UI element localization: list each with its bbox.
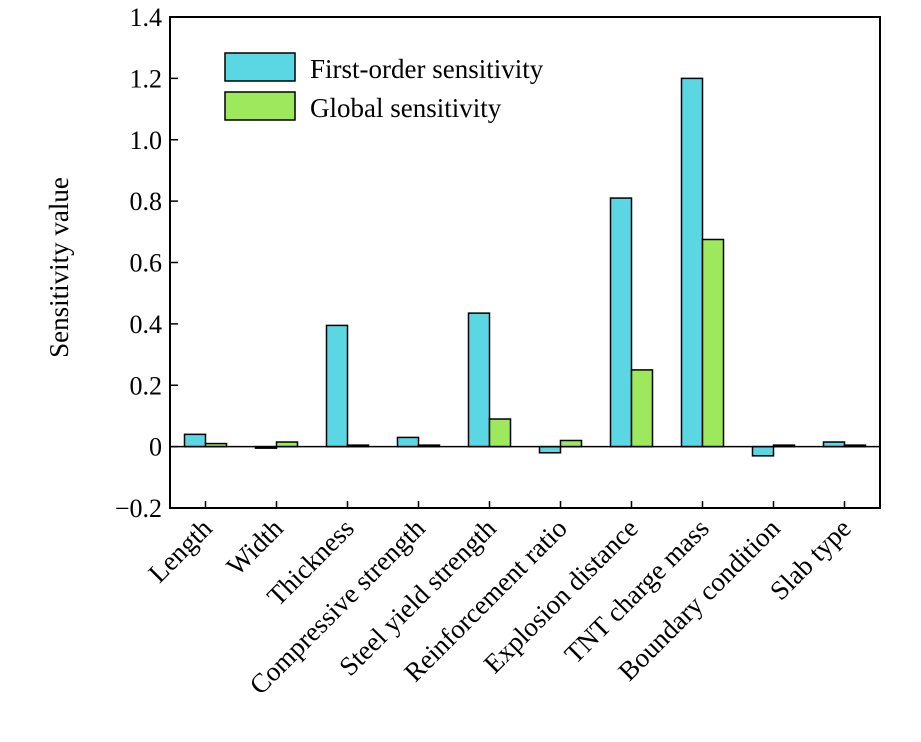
bar-first-order-steel-yield-strength bbox=[467, 312, 491, 448]
legend-swatch-first-order bbox=[224, 52, 296, 82]
y-tick-label: 1.2 bbox=[130, 64, 163, 93]
bar-first-order-length bbox=[183, 433, 207, 448]
y-tick-label: −0.2 bbox=[115, 494, 162, 523]
legend-label-first-order: First-order sensitivity bbox=[310, 54, 544, 84]
bar-first-order-boundary-condition bbox=[751, 445, 775, 457]
y-tick-label: 1.0 bbox=[130, 126, 163, 155]
x-category-label: Length bbox=[142, 513, 218, 589]
y-tick-label: 0.4 bbox=[130, 310, 163, 339]
y-tick-label: 0.6 bbox=[130, 249, 163, 278]
bar-global-explosion-distance bbox=[630, 369, 654, 448]
y-axis-title: Sensitivity value bbox=[44, 177, 74, 358]
bars-layer bbox=[183, 77, 867, 457]
y-axis-ticks: −0.2 0 0.2 0.4 0.6 0.8 1.0 1.2 1.4 bbox=[115, 3, 178, 523]
bar-first-order-explosion-distance bbox=[609, 197, 633, 448]
bar-first-order-tnt-charge-mass bbox=[680, 77, 704, 448]
bar-first-order-compressive-strength bbox=[396, 436, 420, 448]
y-tick-label: 0.8 bbox=[130, 187, 163, 216]
y-tick-label: 0 bbox=[149, 433, 162, 462]
bar-global-steel-yield-strength bbox=[488, 418, 512, 448]
bar-first-order-reinforcement-ratio bbox=[538, 445, 562, 454]
y-tick-label: 1.4 bbox=[130, 3, 163, 32]
legend: First-order sensitivity Global sensitivi… bbox=[224, 52, 544, 123]
plot-frame bbox=[169, 16, 881, 509]
bar-first-order-thickness bbox=[325, 324, 349, 448]
legend-label-global: Global sensitivity bbox=[310, 93, 502, 123]
legend-swatch-global bbox=[224, 91, 296, 121]
x-category-label: Width bbox=[221, 513, 290, 582]
y-tick-label: 0.2 bbox=[130, 371, 163, 400]
bar-global-reinforcement-ratio bbox=[559, 439, 583, 448]
bar-global-tnt-charge-mass bbox=[701, 238, 725, 448]
